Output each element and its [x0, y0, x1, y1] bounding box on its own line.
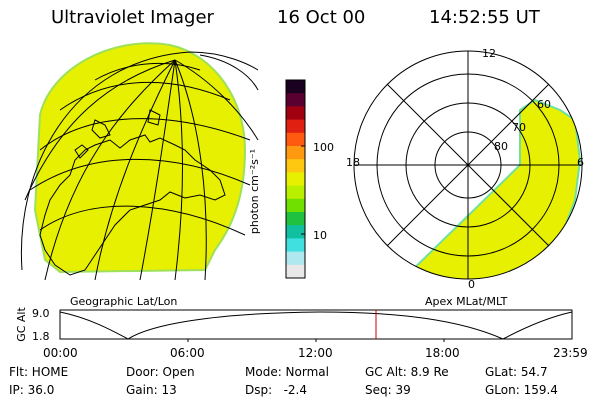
status-door: Door: Open [126, 365, 195, 379]
geo-panel-label: Geographic Lat/Lon [70, 295, 178, 308]
lon-grid [24, 54, 259, 281]
status-gc-alt: GC Alt: 8.9 Re [365, 365, 449, 379]
colorbar-frame [285, 79, 306, 279]
lat-grid [29, 63, 251, 236]
polar-panel-label: Apex MLat/MLT [425, 295, 508, 308]
timeline-ytick-low: 1.8 [32, 330, 50, 343]
colorbar-segment [286, 93, 305, 107]
date-text: 16 Oct 00 [277, 7, 366, 28]
colorbar-segment [286, 172, 305, 187]
timeline-ylabel: GC Alt [14, 307, 28, 342]
status-seq: Seq: 39 [365, 383, 411, 397]
mlt-label-18: 18 [346, 156, 360, 169]
polar-emission [397, 98, 582, 279]
colorbar-segment [286, 238, 305, 253]
altitude-timeline [59, 309, 573, 342]
mlt-label-0: 0 [468, 278, 475, 291]
colorbar-unit-label: photon cm⁻²s⁻¹ [248, 148, 262, 235]
colorbar-segment [286, 251, 305, 266]
colorbar-segment [286, 132, 305, 147]
status-flt: Flt: HOME [9, 365, 69, 379]
mlat-label-80: 80 [494, 140, 508, 153]
instrument-title: Ultraviolet Imager [51, 7, 214, 28]
colorbar-segment [286, 80, 305, 94]
coastline [39, 109, 226, 276]
polar-plot [353, 50, 583, 280]
colorbar-segment [286, 212, 305, 226]
status-ip: IP: 36.0 [9, 383, 55, 397]
colorbar-tick-10: 10 [313, 229, 327, 242]
mlt-label-12: 12 [482, 47, 496, 60]
timeline-xtick-1800: 18:00 [425, 346, 460, 360]
mlt-label-6: 6 [577, 156, 584, 169]
status-dsp: Dsp: -2.4 [245, 383, 308, 397]
timeline-xtick-2359: 23:59 [553, 346, 588, 360]
colorbar-segment [286, 106, 305, 121]
mlat-label-60: 60 [537, 98, 551, 111]
timeline-xtick-0000: 00:00 [43, 346, 78, 360]
colorbar-segment [286, 198, 305, 213]
status-glon: GLon: 159.4 [485, 383, 558, 397]
colorbar-segment [286, 119, 305, 134]
colorbar-segment [286, 146, 305, 160]
status-gain: Gain: 13 [126, 383, 177, 397]
colorbar-segment [286, 225, 305, 239]
status-mode: Mode: Normal [245, 365, 329, 379]
emission-disk [33, 42, 247, 274]
colorbar-segment [286, 185, 305, 200]
colorbar-segment [286, 159, 305, 173]
geographic-map [20, 42, 259, 281]
time-text: 14:52:55 UT [429, 7, 540, 28]
colorbar-tick-100: 100 [313, 141, 334, 154]
colorbar [285, 79, 306, 279]
timeline-xtick-0600: 06:00 [170, 346, 205, 360]
timeline-ytick-high: 9.0 [32, 307, 50, 320]
status-glat: GLat: 54.7 [485, 365, 548, 379]
timeline-xtick-1200: 12:00 [298, 346, 333, 360]
mlat-label-70: 70 [512, 121, 526, 134]
colorbar-segment [286, 264, 305, 279]
